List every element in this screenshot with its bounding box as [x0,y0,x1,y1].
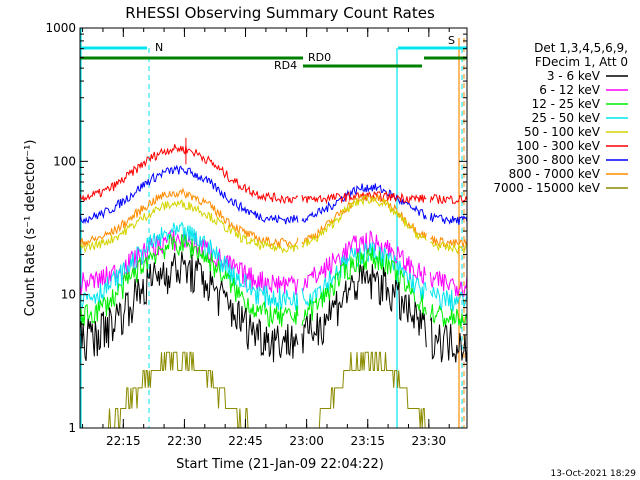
legend-label: 800 - 7000 keV [509,167,601,181]
series-line [301,195,427,249]
y-tick-label: 1 [68,421,76,435]
y-tick-label: 1000 [45,21,76,35]
series-line [80,351,298,429]
x-tick-label: 23:00 [289,434,324,448]
series-line [79,199,299,254]
series-line [429,212,468,225]
legend-label: 3 - 6 keV [547,69,601,83]
flag-label-s: S [448,34,455,47]
series-line [429,317,468,363]
legend-header: FDecim 1, Att 0 [535,55,628,69]
x-axis-label: Start Time (21-Jan-09 22:04:22) [176,457,384,472]
series-line [302,351,427,429]
series-line [429,194,468,205]
legend-label: 12 - 25 keV [532,97,601,111]
legend-label: 50 - 100 keV [524,125,601,139]
series-line [301,183,427,223]
series-line [430,241,468,255]
flag-label-rd4: RD4 [274,59,297,72]
legend-label: 6 - 12 keV [539,83,601,97]
x-tick-label: 23:15 [350,434,385,448]
plot-frame [79,27,468,429]
y-tick-label: 10 [61,288,76,302]
series-line [301,264,427,354]
x-tick-label: 22:15 [106,434,141,448]
legend-label: 100 - 300 keV [516,139,600,153]
flag-label-n: N [155,41,163,54]
timestamp: 13-Oct-2021 18:29 [551,469,637,479]
x-tick-label: 22:30 [167,434,202,448]
series-line [429,286,468,312]
y-tick-label: 100 [53,154,76,168]
flag-label-rd0: RD0 [308,51,331,64]
legend-header: Det 1,3,4,5,6,9, [534,41,628,55]
series-line [429,271,468,298]
series-line [79,251,299,363]
series-line [429,304,468,329]
legend-label: 300 - 800 keV [516,153,600,167]
series-line [301,230,427,292]
x-tick-label: 22:45 [228,434,263,448]
series-line [430,234,468,248]
series-line [79,233,299,328]
y-axis-label: Count Rate (s⁻¹ detector⁻¹) [23,140,38,317]
series-line [79,144,299,204]
legend-label: 25 - 50 keV [532,111,601,125]
series-line [301,247,427,326]
series-line [79,221,299,311]
series-line [301,193,427,245]
series-line [79,164,299,225]
x-tick-label: 23:30 [412,434,447,448]
legend-label: 7000 - 15000 keV [493,181,600,195]
chart-title: RHESSI Observing Summary Count Rates [125,4,435,22]
